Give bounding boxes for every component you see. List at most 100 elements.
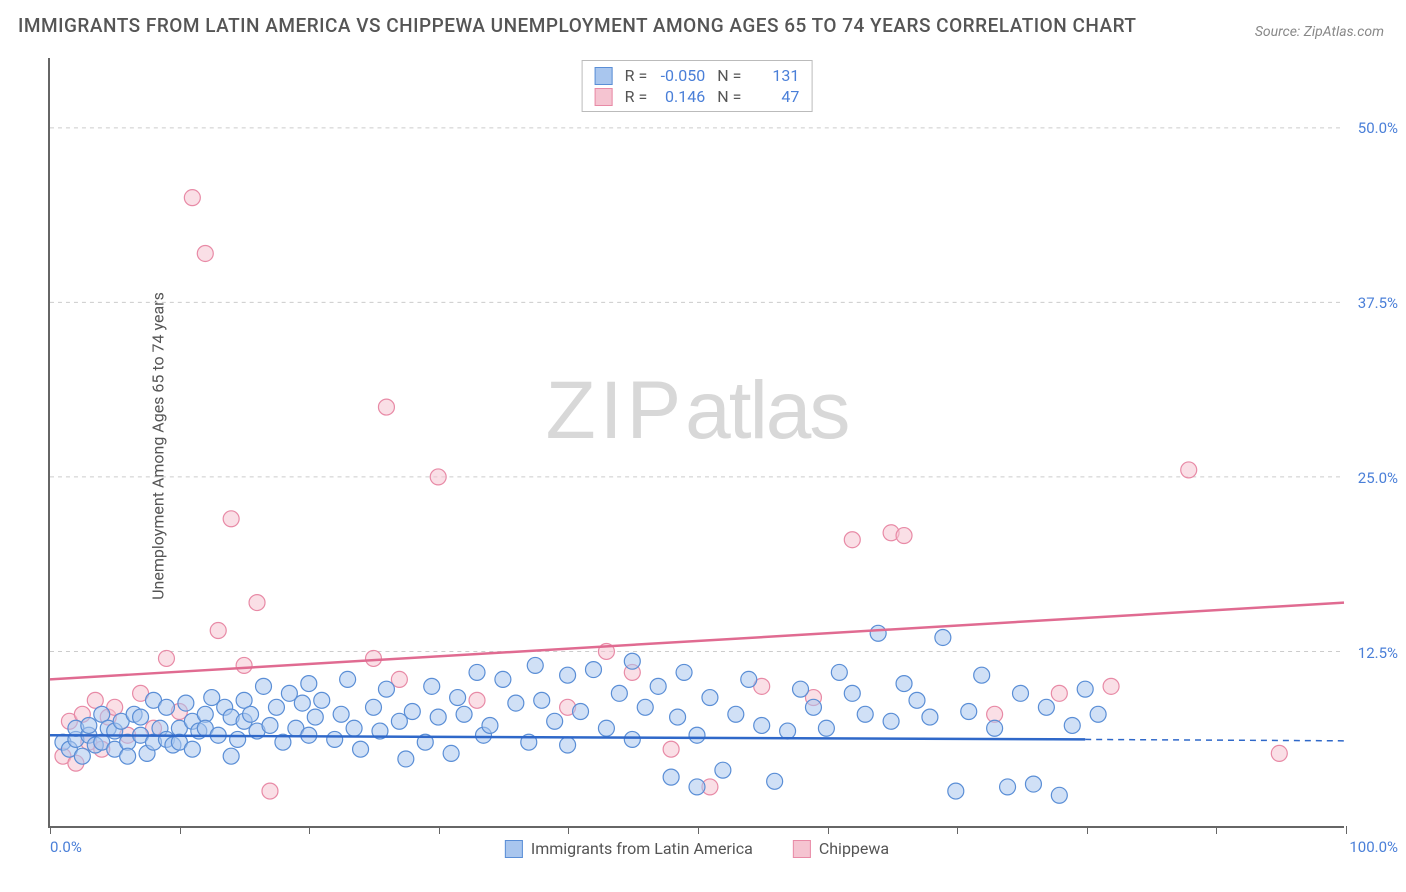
data-point (1181, 462, 1197, 478)
data-point (404, 704, 420, 720)
data-point (178, 695, 194, 711)
data-point (256, 678, 272, 694)
data-point (1103, 678, 1119, 694)
r-label-2: R = (625, 87, 648, 106)
trend-line (50, 603, 1344, 680)
data-point (243, 706, 259, 722)
r-value-2: 0.146 (655, 87, 705, 106)
data-point (469, 692, 485, 708)
data-point (327, 731, 343, 747)
data-point (353, 741, 369, 757)
r-value-1: -0.050 (655, 66, 705, 85)
data-point (223, 748, 239, 764)
legend-item-2: Chippewa (793, 839, 889, 858)
data-point (534, 692, 550, 708)
data-point (624, 653, 640, 669)
data-point (767, 773, 783, 789)
plot-area: ZIPatlas 12.5%25.0%37.5%50.0% 0.0% 100.0… (48, 58, 1344, 828)
data-point (715, 762, 731, 778)
legend-label-1: Immigrants from Latin America (531, 839, 753, 858)
data-point (158, 699, 174, 715)
data-point (663, 741, 679, 757)
x-tick (957, 826, 958, 834)
y-tick-label: 12.5% (1358, 644, 1398, 662)
data-point (702, 690, 718, 706)
data-point (793, 681, 809, 697)
data-point (1064, 717, 1080, 733)
data-point (598, 720, 614, 736)
data-point (366, 699, 382, 715)
data-point (262, 717, 278, 733)
data-point (430, 709, 446, 725)
data-point (896, 676, 912, 692)
data-point (184, 190, 200, 206)
data-point (670, 709, 686, 725)
data-point (663, 769, 679, 785)
legend-item-1: Immigrants from Latin America (505, 839, 753, 858)
x-min-label: 0.0% (50, 838, 82, 856)
data-point (230, 731, 246, 747)
data-point (754, 717, 770, 733)
data-point (366, 650, 382, 666)
data-point (896, 528, 912, 544)
data-point (223, 511, 239, 527)
data-point (650, 678, 666, 694)
data-point (469, 664, 485, 680)
data-point (430, 469, 446, 485)
data-point (450, 690, 466, 706)
data-point (262, 783, 278, 799)
data-point (1025, 776, 1041, 792)
data-point (987, 720, 1003, 736)
x-tick (50, 826, 51, 834)
swatch-series2 (595, 88, 613, 106)
data-point (922, 709, 938, 725)
data-point (197, 246, 213, 262)
data-point (294, 695, 310, 711)
x-tick (180, 826, 181, 834)
x-tick (698, 826, 699, 834)
n-label-2: N = (717, 87, 741, 106)
bottom-legend: Immigrants from Latin America Chippewa (505, 839, 889, 858)
data-point (378, 681, 394, 697)
data-point (236, 657, 252, 673)
data-point (870, 625, 886, 641)
data-point (741, 671, 757, 687)
x-tick (1087, 826, 1088, 834)
x-tick (568, 826, 569, 834)
n-label: N = (717, 66, 741, 85)
stats-row-2: R = 0.146 N = 47 (595, 86, 800, 107)
stats-box: R = -0.050 N = 131 R = 0.146 N = 47 (582, 60, 813, 112)
data-point (301, 676, 317, 692)
y-tick-label: 37.5% (1358, 294, 1398, 312)
data-point (268, 699, 284, 715)
data-point (333, 706, 349, 722)
data-point (378, 399, 394, 415)
data-point (961, 704, 977, 720)
data-point (508, 695, 524, 711)
data-point (689, 727, 705, 743)
data-point (611, 685, 627, 701)
data-point (547, 713, 563, 729)
data-point (74, 748, 90, 764)
swatch-series1 (595, 67, 613, 85)
data-point (560, 737, 576, 753)
data-point (780, 723, 796, 739)
legend-label-2: Chippewa (819, 839, 889, 858)
data-point (948, 783, 964, 799)
data-point (676, 664, 692, 680)
x-tick (828, 826, 829, 834)
data-point (1000, 779, 1016, 795)
trend-line-extrapolated (1085, 739, 1344, 740)
data-point (1271, 745, 1287, 761)
data-point (1051, 685, 1067, 701)
data-point (346, 720, 362, 736)
source-attribution: Source: ZipAtlas.com (1255, 24, 1384, 40)
data-point (831, 664, 847, 680)
data-point (133, 709, 149, 725)
data-point (249, 595, 265, 611)
data-point (456, 706, 472, 722)
y-tick-label: 50.0% (1358, 119, 1398, 137)
r-label: R = (625, 66, 648, 85)
data-point (1051, 787, 1067, 803)
data-point (585, 662, 601, 678)
